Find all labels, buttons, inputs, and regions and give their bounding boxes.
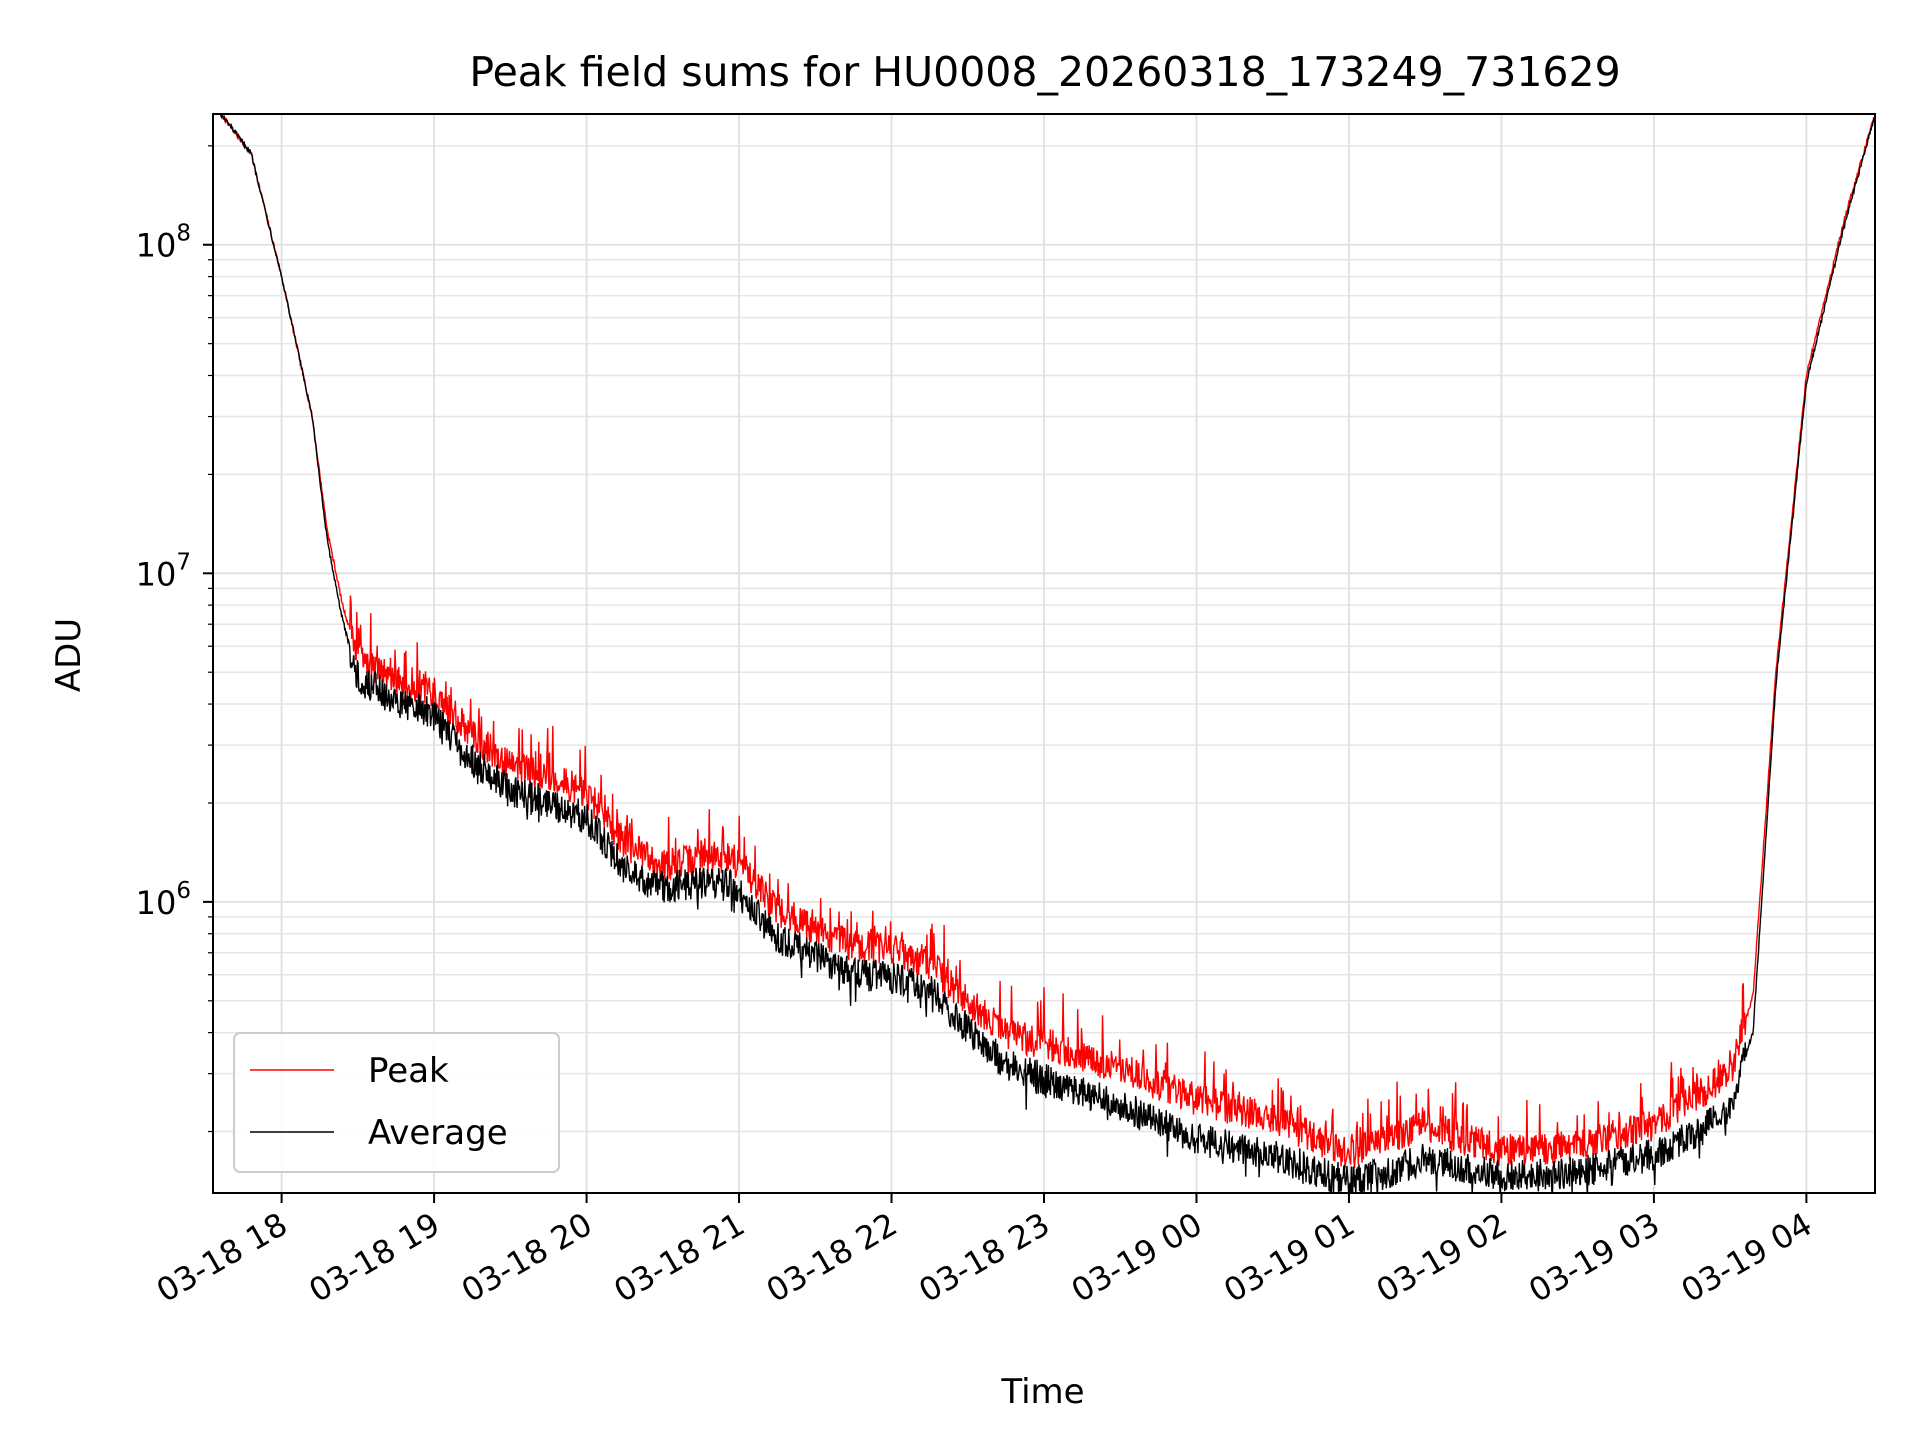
series-line-peak <box>219 114 1875 1169</box>
legend-average-label: Average <box>368 1113 508 1153</box>
y-tick-exponent: 7 <box>176 549 191 575</box>
x-axis-label: Time <box>1000 1372 1084 1412</box>
chart-title: Peak field sums for HU0008_20260318_1732… <box>469 48 1620 96</box>
major-gridlines <box>213 114 1875 1193</box>
series-layer <box>219 114 1875 1193</box>
y-tick-exponent: 6 <box>176 878 191 904</box>
legend-peak-label: Peak <box>368 1051 449 1091</box>
y-tick-exponent: 8 <box>176 221 191 247</box>
legend: Peak Average <box>233 1032 560 1173</box>
series-line-average <box>219 114 1875 1193</box>
y-axis-label: ADU <box>49 618 89 692</box>
legend-box <box>233 1032 560 1173</box>
